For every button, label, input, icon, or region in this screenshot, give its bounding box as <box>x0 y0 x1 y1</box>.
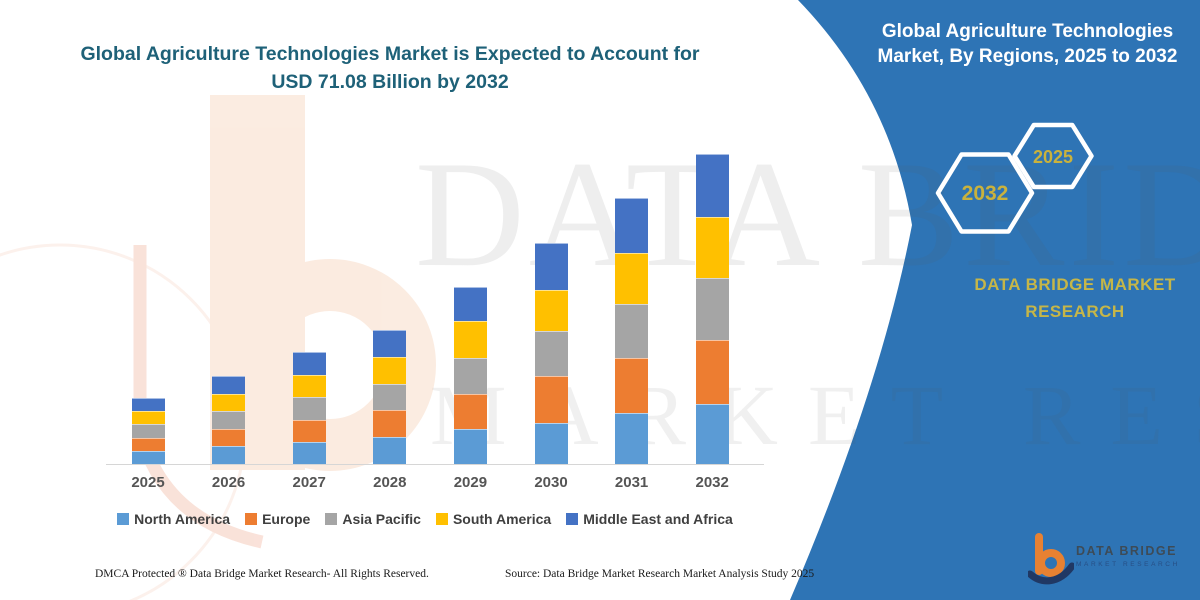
legend-swatch <box>245 513 258 525</box>
bar-segment-north-america <box>373 436 407 464</box>
bar-segment-middle-east-and-africa <box>212 375 246 395</box>
brand-line2: RESEARCH <box>1025 302 1125 321</box>
hexagon-2032 <box>935 152 1035 234</box>
bar-segment-south-america <box>131 411 165 425</box>
brand-line1: DATA BRIDGE MARKET <box>974 275 1176 294</box>
bar-segment-north-america <box>534 422 568 464</box>
panel-title: Global Agriculture Technologies Market, … <box>865 19 1190 69</box>
bar-segment-middle-east-and-africa <box>292 351 326 376</box>
bar-segment-asia-pacific <box>615 304 649 358</box>
x-axis-label-2027: 2027 <box>292 474 326 491</box>
bar-segment-europe <box>212 428 246 447</box>
bar-column-2031 <box>615 198 649 464</box>
legend-item-europe: Europe <box>245 511 310 527</box>
bar-segment-north-america <box>453 429 487 464</box>
bar-segment-middle-east-and-africa <box>131 397 165 412</box>
bar-segment-south-america <box>292 375 326 398</box>
logo-b-icon <box>1026 533 1076 585</box>
bar-segment-europe <box>615 357 649 413</box>
bar-column-2025 <box>131 397 165 464</box>
bar-segment-europe <box>453 394 487 430</box>
x-axis-label-2030: 2030 <box>534 474 568 491</box>
footer-dmca: DMCA Protected ® Data Bridge Market Rese… <box>95 568 429 580</box>
bar-segment-middle-east-and-africa <box>695 154 729 217</box>
bar-segment-middle-east-and-africa <box>453 286 487 321</box>
bar-segment-asia-pacific <box>534 331 568 376</box>
stacked-bar-chart <box>106 150 764 465</box>
bar-segment-europe <box>131 437 165 451</box>
x-axis-label-2032: 2032 <box>695 474 729 491</box>
legend-label: Europe <box>262 511 311 527</box>
legend-label: South America <box>452 511 552 527</box>
legend-swatch <box>566 513 579 525</box>
bar-segment-south-america <box>615 252 649 305</box>
bar-column-2028 <box>373 330 407 464</box>
hexagon-2025 <box>1012 122 1094 190</box>
bar-segment-south-america <box>212 394 246 412</box>
legend-label: Asia Pacific <box>342 511 421 527</box>
x-axis-label-2025: 2025 <box>131 474 165 491</box>
chart-legend: North America Europe Asia Pacific South Ame… <box>75 511 775 527</box>
logo-subtitle: MARKET RESEARCH <box>1076 561 1180 568</box>
bar-segment-north-america <box>131 450 165 464</box>
bar-segment-europe <box>695 340 729 405</box>
brand-name: DATA BRIDGE MARKET RESEARCH <box>965 271 1185 325</box>
bar-column-2027 <box>292 351 326 464</box>
bar-segment-asia-pacific <box>453 357 487 395</box>
bar-segment-south-america <box>453 321 487 358</box>
bar-column-2032 <box>695 154 729 464</box>
legend-swatch <box>117 513 130 525</box>
x-axis-label-2026: 2026 <box>211 474 246 491</box>
x-axis-label-2029: 2029 <box>453 474 488 491</box>
bar-segment-north-america <box>292 442 326 464</box>
chart-title: Global Agriculture Technologies Market i… <box>60 40 720 96</box>
legend-item-asia-pacific: Asia Pacific <box>325 511 421 527</box>
bar-column-2030 <box>534 242 568 464</box>
bar-segment-south-america <box>373 357 407 385</box>
x-axis-line <box>106 464 764 465</box>
bar-segment-europe <box>534 375 568 423</box>
legend-item-north-america: North America <box>117 511 230 527</box>
x-axis-label-2028: 2028 <box>373 474 407 491</box>
footer-logo: DATA BRIDGE MARKET RESEARCH <box>1026 533 1188 585</box>
bar-segment-north-america <box>695 404 729 464</box>
legend-label: Middle East and Africa <box>583 511 733 527</box>
footer-source: Source: Data Bridge Market Research Mark… <box>505 568 815 580</box>
bar-segment-asia-pacific <box>373 384 407 411</box>
bar-segment-asia-pacific <box>212 411 246 429</box>
forecast-hexagons: 2032 2025 <box>935 122 1094 234</box>
bar-segment-north-america <box>615 412 649 464</box>
bar-segment-middle-east-and-africa <box>373 330 407 358</box>
bar-segment-asia-pacific <box>292 397 326 420</box>
bar-segment-south-america <box>534 289 568 332</box>
bar-column-2026 <box>212 375 246 464</box>
legend-item-south-america: South America <box>435 511 552 527</box>
bar-segment-asia-pacific <box>695 278 729 341</box>
bar-segment-europe <box>292 419 326 443</box>
bar-segment-south-america <box>695 216 729 279</box>
logo-title: DATA BRIDGE <box>1076 544 1177 558</box>
panel-title-line1: Global Agriculture Technologies <box>881 21 1174 42</box>
bar-segment-north-america <box>212 446 246 464</box>
bar-segment-middle-east-and-africa <box>615 198 649 253</box>
x-axis-labels: 2025 2026 2027 2028 2029 2030 2031 2032 <box>110 474 760 494</box>
legend-swatch <box>325 513 338 525</box>
hexagon-2025-label: 2025 <box>1033 147 1073 167</box>
bar-segment-asia-pacific <box>131 424 165 438</box>
bar-segment-middle-east-and-africa <box>534 242 568 290</box>
bar-segment-europe <box>373 410 407 437</box>
x-axis-label-2031: 2031 <box>614 474 649 491</box>
legend-swatch <box>435 513 448 525</box>
legend-item-middle-east-and-africa: Middle East and Africa <box>566 511 733 527</box>
blue-panel-shape <box>790 0 1200 600</box>
hexagon-2032-label: 2032 <box>962 182 1009 205</box>
chart-title-line2: USD 71.08 Billion by 2032 <box>271 71 509 93</box>
legend-label: North America <box>134 511 231 527</box>
bar-column-2029 <box>453 286 487 464</box>
panel-title-line2: Market, By Regions, 2025 to 2032 <box>877 46 1178 67</box>
chart-title-line1: Global Agriculture Technologies Market i… <box>80 43 700 65</box>
